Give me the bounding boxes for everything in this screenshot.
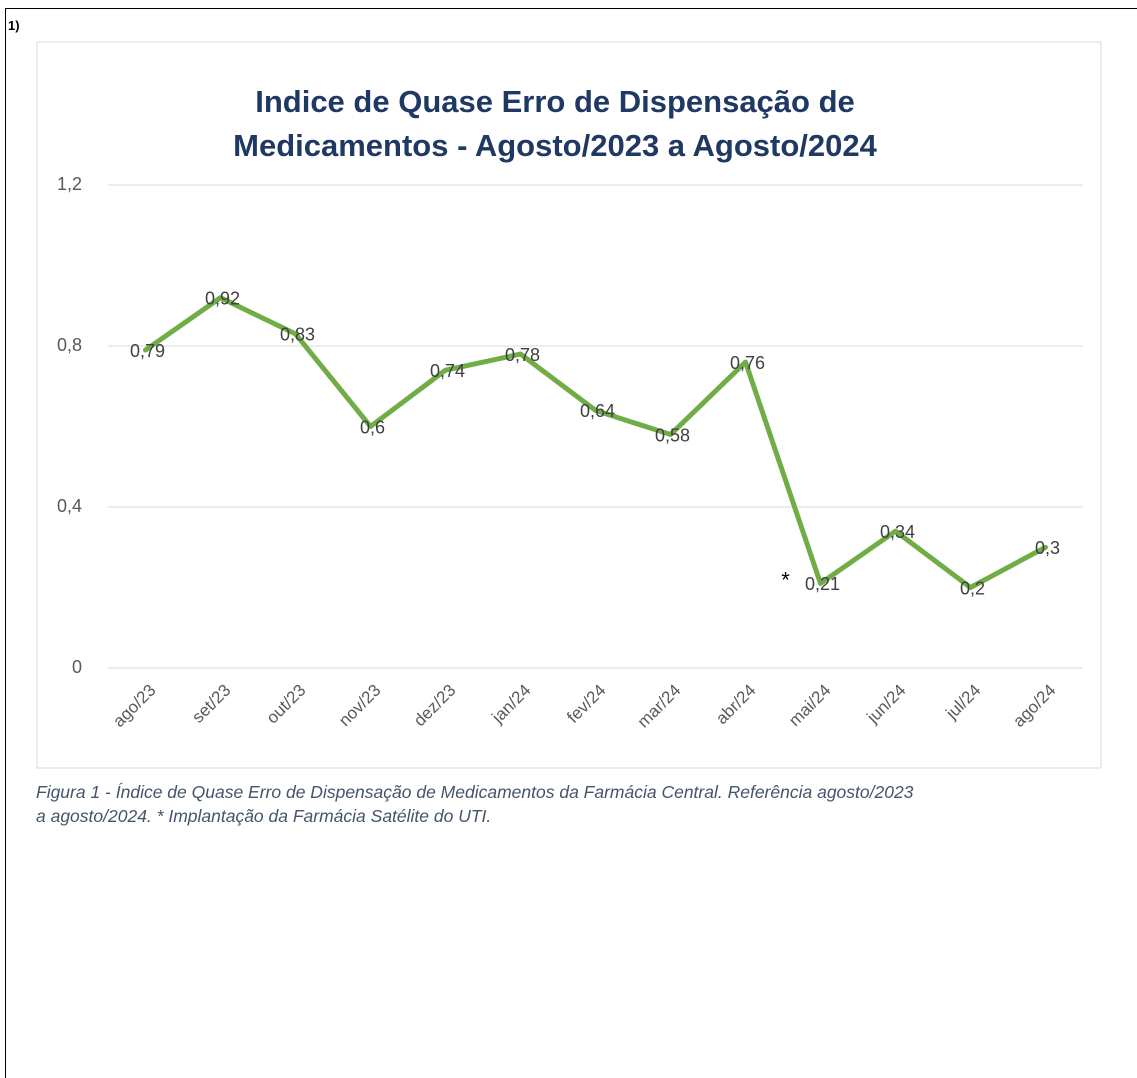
chart-frame (36, 41, 1102, 769)
y-tick-label: 0 (72, 657, 82, 677)
annotation: * (781, 567, 790, 592)
chart-title: Medicamentos - Agosto/2023 a Agosto/2024 (233, 128, 877, 163)
data-label: 0,78 (505, 345, 540, 365)
caption: Figura 1 - Índice de Quase Erro de Dispe… (36, 780, 1131, 828)
data-label: 0,76 (730, 353, 765, 373)
data-label: 0,83 (280, 325, 315, 345)
y-tick-label: 1,2 (57, 174, 82, 194)
y-tick-label: 0,4 (57, 496, 82, 516)
caption-line: Figura 1 - Índice de Quase Erro de Dispe… (36, 782, 914, 802)
data-label: 0,74 (430, 361, 465, 381)
data-label: 0,21 (805, 574, 840, 594)
chart-title: Indice de Quase Erro de Dispensação de (255, 84, 855, 119)
data-label: 0,3 (1035, 538, 1060, 558)
data-label: 0,34 (880, 522, 915, 542)
data-label: 0,2 (960, 578, 985, 598)
data-line (143, 295, 1048, 590)
data-label: 0,79 (130, 341, 165, 361)
page (5, 8, 1137, 1078)
data-label: 0,64 (580, 401, 615, 421)
section-number: 1) (8, 18, 20, 33)
data-label: 0,58 (655, 425, 690, 445)
caption-line: a agosto/2024. * Implantação da Farmácia… (36, 806, 492, 826)
chart: Indice de Quase Erro de Dispensação de M… (36, 41, 1102, 769)
y-tick-label: 0,8 (57, 335, 82, 355)
data-label: 0,6 (360, 417, 385, 437)
data-label: 0,92 (205, 288, 240, 308)
